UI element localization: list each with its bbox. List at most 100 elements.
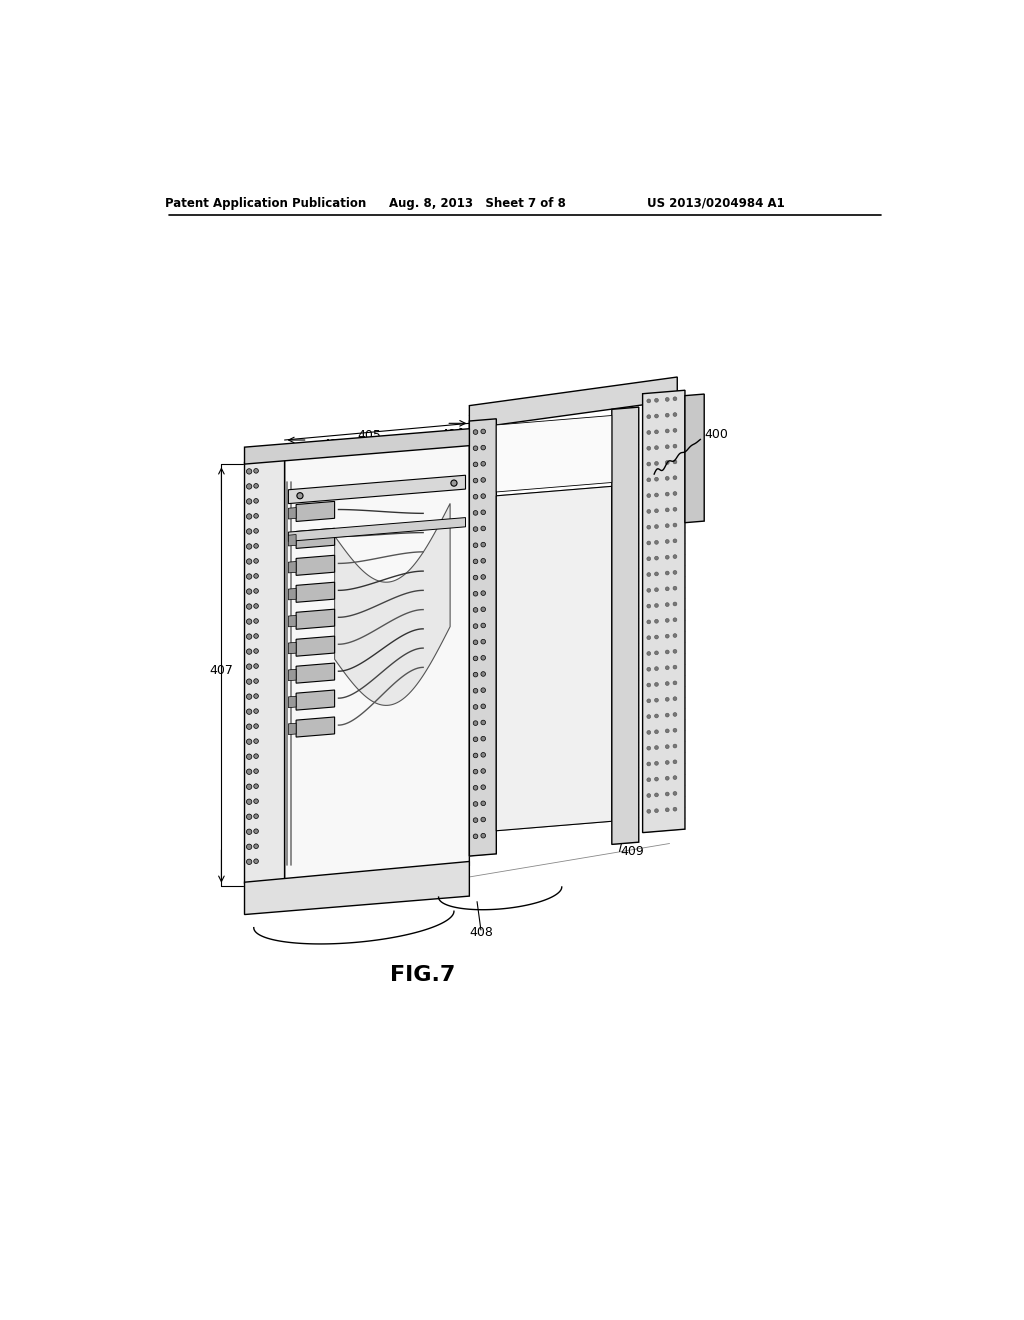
- Circle shape: [666, 540, 669, 544]
- Circle shape: [673, 491, 677, 495]
- Polygon shape: [296, 502, 335, 521]
- Circle shape: [473, 430, 478, 434]
- Circle shape: [673, 523, 677, 527]
- Circle shape: [473, 656, 478, 661]
- Circle shape: [654, 714, 658, 718]
- Circle shape: [673, 429, 677, 432]
- Circle shape: [254, 469, 258, 473]
- Circle shape: [654, 494, 658, 496]
- Circle shape: [647, 762, 650, 766]
- Circle shape: [247, 694, 252, 700]
- Circle shape: [254, 784, 258, 788]
- Circle shape: [473, 721, 478, 726]
- Circle shape: [666, 776, 669, 780]
- Polygon shape: [497, 416, 611, 492]
- Circle shape: [673, 445, 677, 447]
- Circle shape: [666, 413, 669, 417]
- Circle shape: [247, 739, 252, 744]
- Circle shape: [654, 762, 658, 766]
- Circle shape: [654, 556, 658, 560]
- Circle shape: [673, 760, 677, 764]
- Circle shape: [666, 477, 669, 480]
- Circle shape: [473, 446, 478, 450]
- Polygon shape: [289, 535, 296, 546]
- Circle shape: [666, 445, 669, 449]
- Circle shape: [473, 495, 478, 499]
- Circle shape: [673, 554, 677, 558]
- Circle shape: [254, 664, 258, 668]
- Circle shape: [481, 558, 485, 564]
- Text: 400: 400: [705, 428, 728, 441]
- Circle shape: [254, 544, 258, 548]
- Circle shape: [473, 560, 478, 564]
- Circle shape: [647, 573, 650, 577]
- Circle shape: [654, 777, 658, 781]
- Circle shape: [247, 649, 252, 655]
- Circle shape: [481, 737, 485, 741]
- Circle shape: [647, 494, 650, 498]
- Circle shape: [481, 527, 485, 531]
- Circle shape: [647, 668, 650, 671]
- Circle shape: [647, 462, 650, 466]
- Circle shape: [654, 572, 658, 576]
- Circle shape: [673, 697, 677, 701]
- Circle shape: [247, 634, 252, 639]
- Circle shape: [247, 619, 252, 624]
- Circle shape: [247, 544, 252, 549]
- Circle shape: [666, 808, 669, 812]
- Circle shape: [666, 713, 669, 717]
- Text: 408: 408: [469, 925, 493, 939]
- Circle shape: [654, 414, 658, 418]
- Circle shape: [654, 430, 658, 434]
- Polygon shape: [289, 643, 296, 653]
- Circle shape: [647, 557, 650, 561]
- Circle shape: [481, 494, 485, 499]
- Circle shape: [247, 784, 252, 789]
- Polygon shape: [285, 444, 469, 880]
- Circle shape: [654, 682, 658, 686]
- Circle shape: [247, 589, 252, 594]
- Circle shape: [666, 792, 669, 796]
- Circle shape: [647, 525, 650, 529]
- Text: 405: 405: [357, 429, 381, 442]
- Circle shape: [647, 777, 650, 781]
- Circle shape: [451, 480, 457, 486]
- Circle shape: [254, 499, 258, 503]
- Polygon shape: [296, 609, 335, 630]
- Circle shape: [481, 623, 485, 628]
- Circle shape: [481, 510, 485, 515]
- Circle shape: [247, 754, 252, 759]
- Circle shape: [647, 636, 650, 640]
- Circle shape: [647, 730, 650, 734]
- Circle shape: [254, 528, 258, 533]
- Circle shape: [254, 799, 258, 804]
- Circle shape: [247, 483, 252, 490]
- Circle shape: [673, 729, 677, 733]
- Circle shape: [254, 739, 258, 743]
- Circle shape: [647, 478, 650, 482]
- Circle shape: [481, 462, 485, 466]
- Circle shape: [247, 603, 252, 610]
- Polygon shape: [289, 508, 296, 519]
- Polygon shape: [296, 690, 335, 710]
- Circle shape: [254, 694, 258, 698]
- Circle shape: [673, 713, 677, 717]
- Polygon shape: [497, 486, 611, 830]
- Polygon shape: [296, 556, 335, 576]
- Circle shape: [481, 591, 485, 595]
- Circle shape: [254, 619, 258, 623]
- Polygon shape: [469, 378, 677, 429]
- Circle shape: [647, 446, 650, 450]
- Circle shape: [647, 399, 650, 403]
- Circle shape: [473, 640, 478, 644]
- Circle shape: [481, 543, 485, 546]
- Circle shape: [481, 833, 485, 838]
- Circle shape: [647, 714, 650, 718]
- Circle shape: [654, 603, 658, 607]
- Text: FIG.7: FIG.7: [390, 965, 456, 985]
- Circle shape: [666, 492, 669, 496]
- Polygon shape: [296, 636, 335, 656]
- Circle shape: [654, 524, 658, 528]
- Polygon shape: [245, 429, 469, 465]
- Circle shape: [473, 737, 478, 742]
